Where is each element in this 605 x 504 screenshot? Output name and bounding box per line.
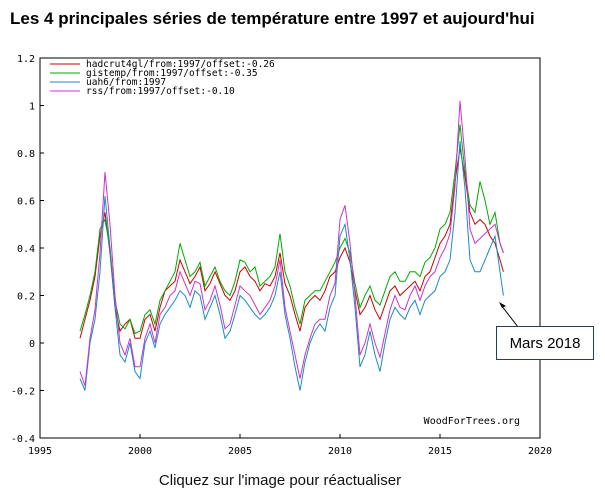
- legend-label: rss/from:1997/offset:-0.10: [86, 86, 235, 97]
- callout-arrowhead: [499, 302, 506, 308]
- y-axis: -0.4 -0.2 0 0.2 0.4 0.6 0.8 1 1.2: [11, 54, 44, 445]
- x-tick-label: 2000: [128, 446, 152, 457]
- y-tick-label: -0.4: [11, 434, 35, 445]
- refresh-caption[interactable]: Cliquez sur l'image pour réactualiser: [158, 472, 402, 489]
- y-tick-label: 0.2: [17, 292, 35, 303]
- series-line-3: [79, 100, 504, 386]
- callout-box: Mars 2018: [496, 326, 594, 360]
- watermark-label: WoodForTrees.org: [424, 416, 520, 427]
- legend-label: gistemp/from:1997/offset:-0.35: [86, 68, 258, 79]
- legend: hadcrut4gl/from:1997/offset:-0.26gistemp…: [50, 59, 275, 97]
- series-lines: [79, 100, 504, 391]
- y-tick-label: 0.8: [17, 149, 35, 160]
- x-tick-label: 2005: [228, 446, 252, 457]
- x-tick-label: 2020: [528, 446, 552, 457]
- x-tick-label: 1995: [28, 446, 52, 457]
- y-tick-label: 0: [29, 339, 35, 350]
- plot-frame: [39, 57, 541, 439]
- x-tick-label: 2015: [428, 446, 452, 457]
- y-tick-label: 0.4: [17, 244, 35, 255]
- y-tick-label: 0.6: [17, 197, 35, 208]
- x-tick-label: 2010: [328, 446, 352, 457]
- callout-pointer: [500, 304, 519, 328]
- series-line-2: [79, 141, 504, 391]
- x-axis: 1995 2000 2005 2010 2015 2020: [28, 434, 552, 457]
- y-tick-label: 1.2: [17, 54, 35, 65]
- series-line-1: [79, 124, 504, 335]
- legend-label: uah6/from:1997: [86, 77, 166, 88]
- y-tick-label: -0.2: [11, 387, 35, 398]
- y-tick-label: 1: [29, 102, 35, 113]
- page-title: Les 4 principales séries de température …: [10, 9, 535, 28]
- series-line-0: [79, 148, 504, 339]
- legend-label: hadcrut4gl/from:1997/offset:-0.26: [86, 59, 275, 70]
